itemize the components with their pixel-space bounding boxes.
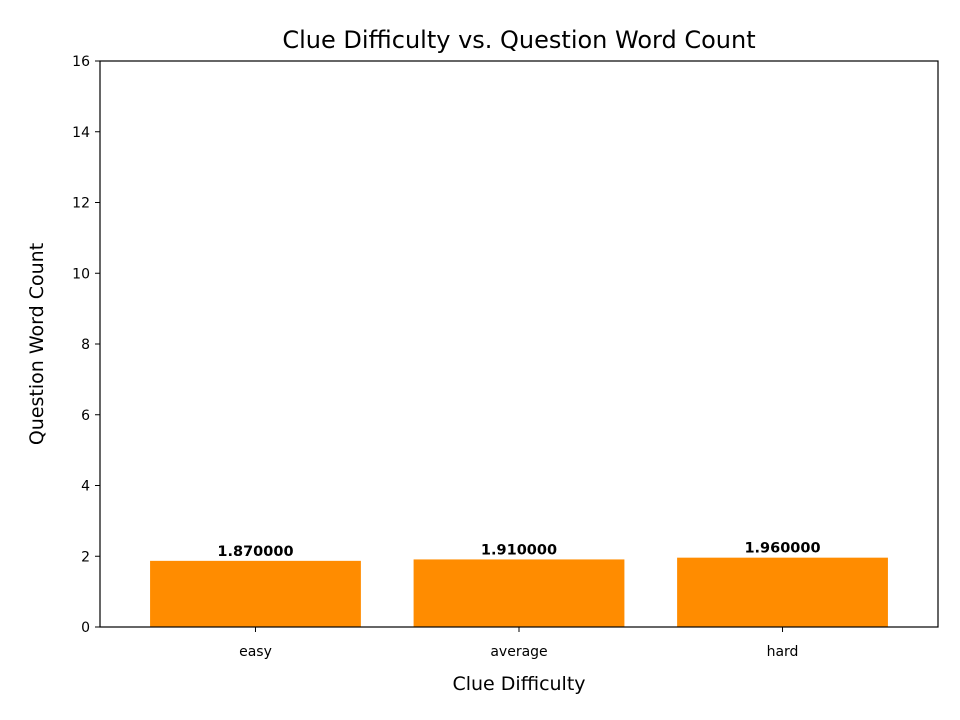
y-tick-label: 10 bbox=[72, 266, 90, 282]
y-tick-label: 4 bbox=[81, 479, 90, 495]
x-axis-label: Clue Difficulty bbox=[452, 673, 585, 695]
bar-easy bbox=[150, 560, 361, 627]
y-tick-label: 8 bbox=[81, 337, 90, 353]
y-tick-label: 0 bbox=[81, 620, 90, 636]
y-tick-label: 16 bbox=[72, 54, 90, 70]
bar-value-label: 1.960000 bbox=[744, 541, 820, 557]
y-axis-label: Question Word Count bbox=[26, 243, 48, 445]
y-tick-label: 6 bbox=[81, 408, 90, 424]
bar-average bbox=[413, 559, 625, 627]
y-tick-label: 12 bbox=[72, 196, 90, 212]
x-tick-label: hard bbox=[767, 644, 799, 660]
y-tick-label: 2 bbox=[81, 549, 90, 565]
bar-value-label: 1.870000 bbox=[217, 544, 293, 560]
bar-value-label: 1.910000 bbox=[481, 542, 557, 558]
chart-title: Clue Difficulty vs. Question Word Count bbox=[282, 26, 755, 54]
x-tick-label: average bbox=[490, 644, 547, 660]
x-tick-label: easy bbox=[239, 644, 272, 660]
bar-hard bbox=[677, 557, 888, 627]
y-tick-label: 14 bbox=[72, 125, 90, 141]
